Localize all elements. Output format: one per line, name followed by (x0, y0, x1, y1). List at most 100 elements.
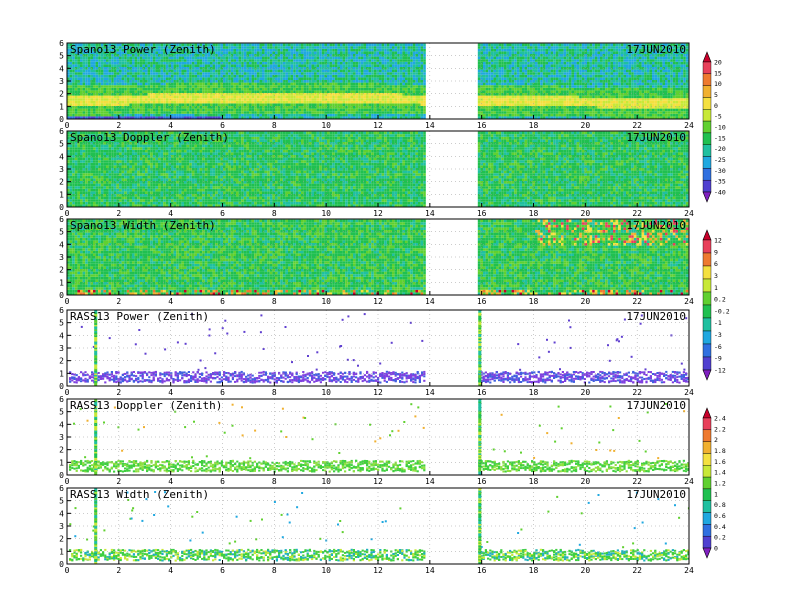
heatmap-cell (324, 90, 327, 93)
heatmap-cell (306, 116, 309, 119)
heatmap-cell (327, 67, 330, 70)
heatmap-cell (490, 61, 494, 65)
heatmap-cell (373, 54, 377, 57)
heatmap-cell (342, 82, 346, 86)
heatmap-cell (350, 90, 353, 93)
heatmap-cell (410, 93, 413, 96)
heatmap-cell (321, 116, 325, 119)
heatmap-cell (280, 100, 283, 104)
heatmap-cell (490, 113, 494, 117)
heatmap-cell (550, 111, 554, 114)
heatmap-cell (522, 77, 525, 80)
heatmap-cell (412, 93, 416, 96)
heatmap-cell (236, 108, 239, 112)
heatmap-cell (566, 108, 569, 112)
heatmap-cell (145, 67, 148, 70)
heatmap-cell (332, 56, 335, 60)
heatmap-cell (176, 51, 179, 54)
heatmap-cell (542, 64, 546, 67)
heatmap-cell (345, 98, 348, 101)
heatmap-cell (342, 80, 346, 83)
heatmap-cell (230, 61, 234, 65)
heatmap-cell (217, 111, 221, 114)
heatmap-cell (563, 80, 567, 83)
heatmap-cell (303, 54, 307, 57)
heatmap-cell (225, 77, 229, 80)
heatmap-cell (223, 93, 226, 96)
heatmap-cell (93, 59, 96, 62)
heatmap-cell (204, 46, 208, 49)
heatmap-cell (410, 111, 413, 114)
heatmap-cell (178, 90, 182, 93)
heatmap-cell (410, 82, 413, 86)
heatmap-cell (228, 69, 231, 73)
heatmap-cell (275, 90, 278, 93)
heatmap-cell (334, 106, 338, 109)
heatmap-cell (111, 106, 114, 109)
heatmap-cell (363, 90, 366, 93)
heatmap-cell (561, 77, 564, 80)
heatmap-cell (215, 111, 218, 114)
heatmap-cell (501, 100, 504, 104)
heatmap-cell (285, 59, 288, 62)
heatmap-cell (236, 67, 239, 70)
heatmap-cell (191, 74, 195, 78)
heatmap-cell (514, 103, 517, 106)
heatmap-cell (150, 64, 153, 67)
heatmap-cell (181, 46, 184, 49)
heatmap-cell (298, 56, 301, 60)
heatmap-cell (506, 108, 509, 112)
heatmap-cell (558, 56, 561, 60)
heatmap-cell (184, 67, 187, 70)
heatmap-cell (98, 77, 101, 80)
heatmap-cell (116, 90, 119, 93)
heatmap-cell (353, 72, 356, 75)
heatmap-cell (184, 90, 187, 93)
heatmap-cell (384, 59, 387, 62)
heatmap-cell (93, 74, 96, 78)
heatmap-cell (524, 93, 528, 96)
heatmap-cell (184, 61, 187, 65)
heatmap-cell (545, 95, 548, 99)
heatmap-cell (542, 95, 546, 99)
heatmap-cell (225, 82, 229, 86)
heatmap-cell (477, 59, 481, 62)
heatmap-cell (399, 100, 403, 104)
heatmap-cell (267, 61, 270, 65)
heatmap-cell (132, 113, 135, 117)
heatmap-cell (142, 106, 145, 109)
heatmap-cell (392, 51, 395, 54)
heatmap-cell (168, 64, 171, 67)
heatmap-cell (389, 74, 392, 78)
heatmap-cell (72, 103, 75, 106)
heatmap-cell (519, 108, 522, 112)
heatmap-cell (407, 59, 411, 62)
heatmap-cell (368, 93, 372, 96)
heatmap-cell (350, 95, 353, 99)
heatmap-cell (553, 72, 556, 75)
heatmap-cell (137, 61, 140, 65)
heatmap-cell (168, 54, 171, 57)
heatmap-cell (303, 43, 307, 47)
heatmap-cell (303, 108, 307, 112)
heatmap-cell (347, 64, 351, 67)
heatmap-cell (563, 72, 567, 75)
heatmap-cell (561, 59, 564, 62)
heatmap-cell (399, 67, 403, 70)
heatmap-cell (186, 59, 190, 62)
heatmap-cell (243, 74, 247, 78)
heatmap-cell (262, 93, 265, 96)
heatmap-cell (340, 80, 343, 83)
heatmap-cell (350, 100, 353, 104)
heatmap-cell (353, 64, 356, 67)
heatmap-cell (405, 90, 408, 93)
heatmap-cell (407, 64, 411, 67)
heatmap-cell (392, 100, 395, 104)
heatmap-cell (342, 100, 346, 104)
heatmap-cell (410, 77, 413, 80)
heatmap-cell (168, 93, 171, 96)
heatmap-cell (327, 106, 330, 109)
heatmap-cell (194, 74, 197, 78)
heatmap-cell (316, 74, 320, 78)
